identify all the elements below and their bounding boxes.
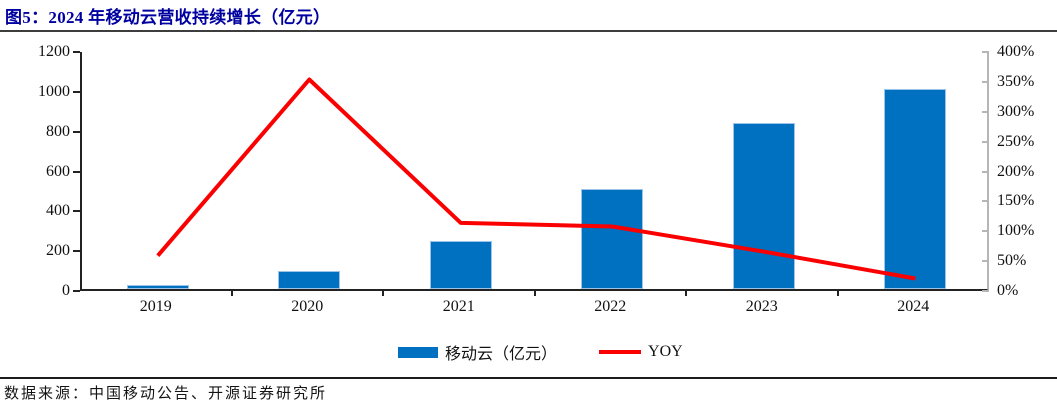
- bar-2024: [884, 89, 947, 289]
- x-axis-label-2020: 2020: [291, 298, 324, 315]
- x-axis-label-2022: 2022: [594, 298, 627, 315]
- legend-item-bar: 移动云（亿元）: [398, 340, 557, 364]
- bar-2023: [732, 123, 795, 289]
- x-axis-label-2024: 2024: [897, 298, 930, 315]
- bar-legend-label: 移动云（亿元）: [445, 346, 558, 363]
- plot-area: [80, 52, 989, 291]
- right-axis-tick-mark: [982, 290, 989, 292]
- right-axis-tick-label: 400%: [997, 43, 1035, 60]
- x-axis-tick-mark: [230, 291, 233, 296]
- left-axis-tick-label: 1000: [38, 82, 70, 100]
- right-axis-tick-label: 200%: [997, 162, 1035, 180]
- right-axis-tick-label: 300%: [997, 102, 1035, 120]
- yoy-line-series: [156, 77, 916, 281]
- line-legend-label: YOY: [648, 343, 683, 360]
- right-axis-tick-label: 150%: [997, 192, 1035, 210]
- x-axis-tick-mark: [382, 291, 384, 296]
- left-axis-tick-mark: [73, 170, 80, 173]
- right-axis-tick-mark: [982, 80, 989, 83]
- right-axis-tick-mark: [982, 110, 989, 113]
- right-axis-tick-label: 250%: [997, 132, 1035, 150]
- left-axis-tick-mark: [73, 51, 80, 53]
- right-axis-tick-mark: [982, 51, 989, 53]
- figure-title: 图5：2024 年移动云营收持续增长（亿元）: [5, 8, 331, 27]
- source-note: 数据来源：中国移动公告、开源证券研究所: [4, 386, 328, 402]
- x-axis-tick-mark: [533, 291, 536, 296]
- left-axis-tick-mark: [73, 290, 80, 292]
- right-axis-tick-label: 350%: [997, 72, 1035, 90]
- legend: 移动云（亿元） YOY: [398, 340, 683, 364]
- bar-2020: [278, 270, 341, 289]
- bar-legend-swatch: [398, 346, 438, 358]
- left-axis-tick-label: 600: [46, 162, 70, 180]
- x-axis-label-2023: 2023: [745, 298, 778, 315]
- left-axis-tick-mark: [73, 250, 80, 253]
- right-axis-tick-mark: [982, 140, 989, 143]
- x-axis-label-2019: 2019: [139, 298, 172, 315]
- x-axis-tick-mark: [836, 291, 839, 296]
- left-axis-tick-label: 200: [46, 242, 70, 260]
- yoy-line: [156, 77, 916, 281]
- legend-item-line: YOY: [599, 343, 683, 361]
- x-axis-label-2021: 2021: [442, 298, 475, 315]
- bar-2022: [581, 188, 644, 289]
- x-axis-tick-mark: [685, 291, 687, 296]
- left-axis-tick-label: 800: [46, 122, 70, 140]
- right-axis-tick-mark: [982, 260, 989, 263]
- left-axis-tick-label: 0: [62, 282, 70, 299]
- footer-divider: [0, 377, 1057, 379]
- bar-2021: [429, 240, 492, 289]
- line-legend-swatch: [599, 350, 642, 354]
- left-axis-tick-mark: [73, 130, 80, 133]
- left-axis-tick-label: 1200: [38, 43, 70, 60]
- right-axis-tick-mark: [982, 170, 989, 173]
- right-axis-tick-label: 100%: [997, 222, 1035, 240]
- right-axis-tick-mark: [982, 230, 989, 233]
- left-axis-tick-label: 400: [46, 202, 70, 220]
- left-axis-tick-mark: [73, 90, 80, 93]
- right-axis-tick-label: 0%: [997, 282, 1019, 299]
- title-divider: [0, 30, 1057, 32]
- bar-2019: [126, 285, 189, 289]
- left-axis-tick-mark: [73, 210, 80, 213]
- right-axis-tick-mark: [982, 200, 989, 203]
- right-axis-tick-label: 50%: [997, 252, 1027, 270]
